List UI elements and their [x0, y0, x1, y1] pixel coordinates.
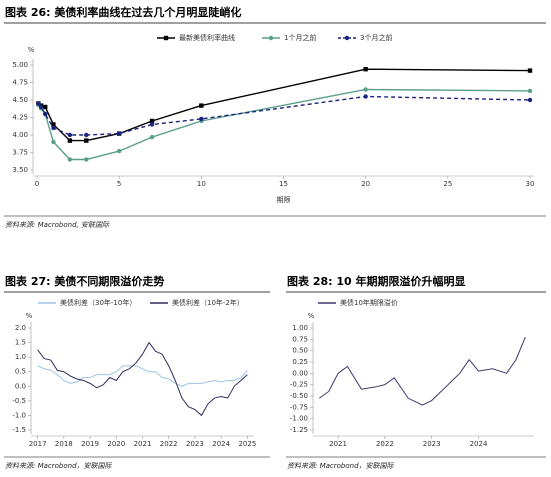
y-tick-label: 1.00 [292, 324, 308, 332]
x-tick-label: 2022 [160, 440, 178, 448]
chart-title: 图表 27: 美债不同期限溢价走势 [5, 274, 164, 288]
y-tick-label: 5.00 [12, 61, 28, 69]
y-tick-label: -1.00 [290, 415, 308, 423]
y-tick-label: 0.00 [292, 369, 308, 377]
x-tick-label: 2019 [81, 440, 99, 448]
x-tick-label: 10 [197, 180, 206, 188]
legend-marker [163, 35, 169, 41]
y-tick-label: 1.5 [15, 339, 26, 347]
data-point [51, 122, 56, 127]
y-tick-label: 4.00 [12, 131, 28, 139]
x-tick-label: 2023 [423, 440, 441, 448]
legend-marker [344, 35, 350, 41]
y-tick-label: 4.25 [12, 114, 28, 122]
data-point [38, 104, 44, 110]
y-tick-label: -0.25 [290, 381, 308, 389]
y-tick-label: -1.25 [290, 426, 308, 434]
y-tick-label: 0.50 [292, 347, 308, 355]
source: 资料来源: Macrobond, 安联国际 [5, 221, 110, 229]
data-point [149, 118, 155, 124]
x-tick-label: 25 [443, 180, 452, 188]
y-tick-label: 0.5 [15, 368, 26, 376]
x-axis-label: 期限 [277, 195, 291, 204]
y-tick-label: 2.0 [15, 324, 26, 332]
data-point [67, 157, 73, 162]
x-tick-label: 2025 [238, 440, 256, 448]
legend-label: 3个月之前 [360, 33, 392, 42]
y-tick-label: -0.50 [290, 392, 308, 400]
y-tick-label: 0.0 [15, 382, 26, 390]
data-point [43, 104, 48, 110]
data-point [527, 68, 533, 73]
data-point [84, 138, 89, 143]
x-tick-label: 5 [117, 180, 121, 188]
y-tick-label: 3.75 [12, 149, 28, 157]
x-tick-label: 2021 [329, 440, 347, 448]
series-line [37, 88, 531, 161]
x-tick-label: 2024 [212, 440, 230, 448]
x-tick-label: 2020 [107, 440, 125, 448]
y-tick-label: 0.75 [292, 335, 308, 343]
data-point [199, 103, 204, 108]
legend-label: 最新美债利率曲线 [179, 33, 235, 42]
data-point [51, 125, 56, 131]
y-tick-label: -0.75 [290, 403, 308, 411]
series-line [37, 95, 531, 136]
x-tick-label: 2021 [134, 440, 152, 448]
data-point [67, 138, 73, 143]
y-tick-label: 0.25 [292, 358, 308, 366]
data-point [84, 157, 89, 162]
chart-title: 图表 28: 10 年期期限溢价升幅明显 [287, 274, 466, 288]
y-unit: % [308, 312, 315, 320]
x-tick-label: 2022 [376, 440, 394, 448]
data-point [51, 139, 56, 145]
y-tick-label: -1.0 [12, 411, 26, 419]
x-tick-label: 2018 [55, 440, 73, 448]
data-point [67, 132, 73, 138]
data-point [43, 111, 48, 117]
legend-label: 美债利差（10年-2年） [172, 298, 244, 307]
x-tick-label: 20 [361, 180, 370, 188]
data-point [84, 132, 89, 138]
data-point [199, 116, 204, 122]
y-tick-label: 1.0 [15, 353, 26, 361]
y-tick-label: 4.50 [12, 96, 28, 104]
legend-label: 美债10年期限溢价 [340, 298, 398, 307]
source: 资料来源: Macrobond，安联国际 [287, 462, 395, 470]
series-line [319, 336, 526, 406]
data-point [149, 134, 155, 140]
series-line [37, 341, 248, 417]
x-tick-label: 0 [35, 180, 39, 188]
y-tick-label: -1.5 [12, 426, 26, 434]
y-unit: % [26, 312, 33, 320]
legend-label: 美债利差（30年-10年） [60, 298, 136, 307]
data-point [116, 131, 122, 136]
source: 资料来源: Macrobond，安联国际 [5, 462, 113, 470]
data-point [527, 88, 533, 94]
x-tick-label: 15 [279, 180, 288, 188]
data-point [149, 122, 155, 127]
data-point [363, 87, 368, 92]
y-tick-label: -0.5 [12, 397, 26, 405]
series-line [37, 365, 248, 387]
data-point [363, 67, 368, 72]
chart-title: 图表 26: 美债利率曲线在过去几个月明显陡峭化 [5, 5, 241, 19]
x-tick-label: 2024 [470, 440, 488, 448]
legend-marker [268, 35, 274, 41]
y-tick-label: 3.50 [12, 166, 28, 174]
y-unit: % [28, 46, 35, 54]
data-point [527, 97, 533, 103]
x-tick-label: 30 [526, 180, 535, 188]
y-tick-label: 4.75 [12, 79, 28, 87]
legend-label: 1个月之前 [284, 33, 316, 42]
x-tick-label: 2017 [29, 440, 47, 448]
data-point [363, 94, 368, 99]
x-tick-label: 2023 [186, 440, 204, 448]
data-point [36, 101, 41, 106]
data-point [116, 148, 122, 154]
